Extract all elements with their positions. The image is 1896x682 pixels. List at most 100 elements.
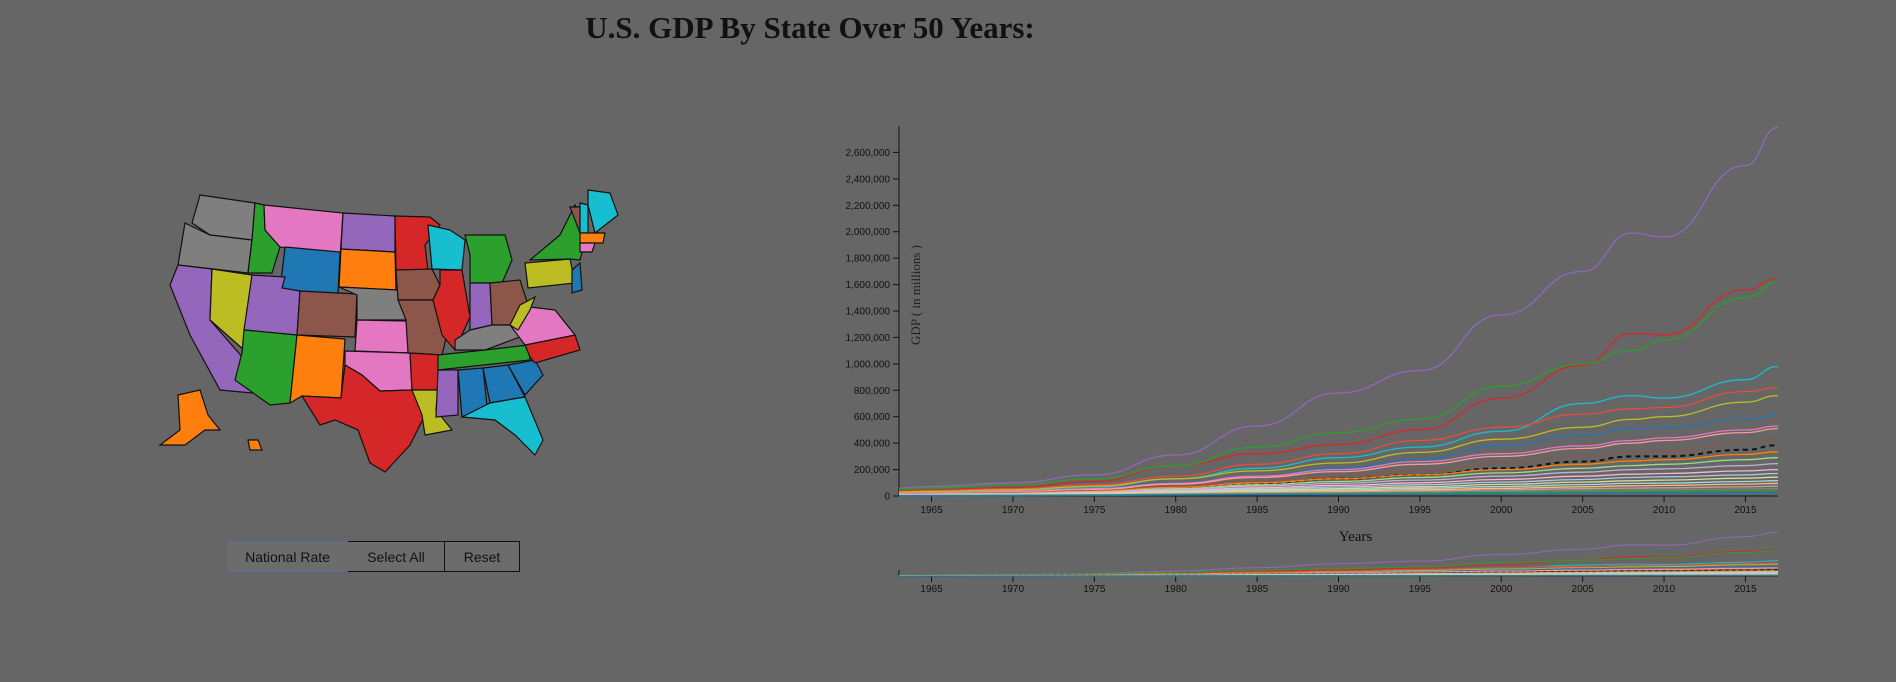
- state-sd[interactable]: [338, 248, 397, 291]
- state-ma[interactable]: [579, 232, 606, 244]
- state-nm[interactable]: [289, 334, 346, 405]
- us-state-map[interactable]: [140, 185, 620, 475]
- y-axis-label: GDP ( in millions ): [908, 245, 923, 345]
- y-tick-label: 1,000,000: [846, 359, 891, 370]
- select-all-button[interactable]: Select All: [348, 541, 445, 572]
- context-x-tick-label: 2000: [1490, 584, 1513, 595]
- context-x-tick-label: 2010: [1653, 584, 1676, 595]
- state-nj[interactable]: [571, 261, 583, 294]
- context-series-line: [898, 567, 1779, 577]
- plot-area: 0 200,000 400,000 600,000 800,000 1,000,000 1,…: [846, 126, 1779, 516]
- state-wi[interactable]: [427, 224, 466, 271]
- y-tick-label: 2,200,000: [846, 201, 891, 212]
- x-tick-label: 1980: [1165, 505, 1188, 516]
- map-svg[interactable]: [140, 185, 620, 475]
- state-tx[interactable]: [300, 364, 426, 473]
- state-series-line[interactable]: [899, 491, 1779, 497]
- y-tick-label: 1,200,000: [846, 333, 891, 344]
- context-series-line: [898, 531, 1779, 576]
- y-tick-label: 2,400,000: [846, 174, 891, 185]
- context-national-line: [898, 569, 1779, 577]
- state-series-line[interactable]: [898, 126, 1779, 489]
- national-rate-button[interactable]: National Rate: [227, 541, 348, 572]
- state-series-line[interactable]: [898, 365, 1779, 494]
- context-series-line: [898, 562, 1779, 576]
- state-nh[interactable]: [579, 202, 589, 234]
- y-tick-label: 600,000: [854, 412, 891, 423]
- context-series-line: [898, 573, 1779, 577]
- state-ia[interactable]: [395, 268, 441, 301]
- context-series-line: [898, 549, 1779, 576]
- state-series-line[interactable]: [898, 394, 1779, 493]
- context-x-tick-label: 2015: [1734, 584, 1757, 595]
- x-tick-label: 2005: [1572, 505, 1595, 516]
- y-tick-label: 1,400,000: [846, 307, 891, 318]
- y-tick-label: 200,000: [854, 465, 891, 476]
- context-series-line: [899, 563, 1779, 576]
- state-series-line[interactable]: [898, 386, 1779, 493]
- x-axis-label: Years: [1339, 529, 1373, 545]
- x-tick-label: 2010: [1653, 505, 1676, 516]
- state-pa[interactable]: [524, 258, 576, 289]
- context-series-line: [898, 570, 1779, 577]
- reset-button[interactable]: Reset: [445, 541, 520, 572]
- y-tick-label: 0: [884, 492, 890, 503]
- context-brush-chart[interactable]: 1965 1970 1975 1980 1985 1990 1995 2000 2005 2010…: [898, 531, 1779, 595]
- x-tick-label: 1985: [1246, 505, 1269, 516]
- context-series-line: [898, 550, 1779, 576]
- button-group: National Rate Select All Reset: [227, 541, 520, 572]
- y-tick-label: 1,800,000: [846, 254, 891, 265]
- context-series-line: [898, 574, 1779, 577]
- state-az[interactable]: [234, 329, 298, 406]
- state-wv[interactable]: [509, 295, 537, 331]
- state-ct[interactable]: [579, 242, 596, 253]
- context-series-line: [898, 567, 1779, 577]
- y-tick-label: 400,000: [854, 439, 891, 450]
- context-x-tick-label: 1980: [1165, 584, 1188, 595]
- page-title: U.S. GDP By State Over 50 Years:: [585, 10, 1035, 45]
- context-series-line: [898, 572, 1779, 577]
- context-series-line: [898, 574, 1779, 577]
- state-series-line[interactable]: [898, 425, 1779, 494]
- x-tick-label: 1965: [920, 505, 943, 516]
- context-series-line: [898, 568, 1779, 577]
- context-series-line: [898, 574, 1779, 577]
- context-series-line: [899, 574, 1779, 577]
- context-series-line: [898, 572, 1779, 577]
- state-fl[interactable]: [459, 396, 544, 456]
- y-tick-label: 1,600,000: [846, 280, 891, 291]
- state-hi[interactable]: [247, 439, 263, 451]
- x-tick-label: 1990: [1327, 505, 1350, 516]
- context-x-tick-label: 2005: [1572, 584, 1595, 595]
- state-il[interactable]: [432, 269, 471, 352]
- x-tick-label: 1975: [1083, 505, 1106, 516]
- x-tick-label: 2015: [1734, 505, 1757, 516]
- y-tick-label: 2,600,000: [846, 148, 891, 159]
- context-x-tick-label: 1965: [920, 584, 943, 595]
- state-sc[interactable]: [507, 359, 544, 397]
- state-ms[interactable]: [435, 369, 459, 418]
- x-tick-label: 1995: [1409, 505, 1432, 516]
- y-tick-label: 800,000: [854, 386, 891, 397]
- context-x-tick-label: 1995: [1409, 584, 1432, 595]
- context-series-line: [898, 571, 1779, 577]
- x-tick-label: 2000: [1490, 505, 1513, 516]
- state-series-line[interactable]: [898, 427, 1779, 495]
- state-series-line[interactable]: [898, 277, 1779, 492]
- state-wy[interactable]: [279, 246, 341, 296]
- state-co[interactable]: [296, 290, 358, 338]
- state-series-line[interactable]: [898, 281, 1779, 490]
- context-x-tick-label: 1990: [1327, 584, 1350, 595]
- context-series-line: [898, 573, 1779, 577]
- state-ak[interactable]: [158, 389, 222, 446]
- context-x-tick-label: 1975: [1083, 584, 1106, 595]
- y-tick-label: 2,000,000: [846, 227, 891, 238]
- context-x-tick-label: 1970: [1002, 584, 1025, 595]
- state-in[interactable]: [469, 282, 493, 331]
- state-mi[interactable]: [464, 234, 513, 284]
- state-nd[interactable]: [340, 212, 396, 253]
- x-tick-label: 1970: [1002, 505, 1025, 516]
- state-me[interactable]: [587, 189, 619, 235]
- context-x-tick-label: 1985: [1246, 584, 1269, 595]
- state-ks[interactable]: [354, 319, 411, 354]
